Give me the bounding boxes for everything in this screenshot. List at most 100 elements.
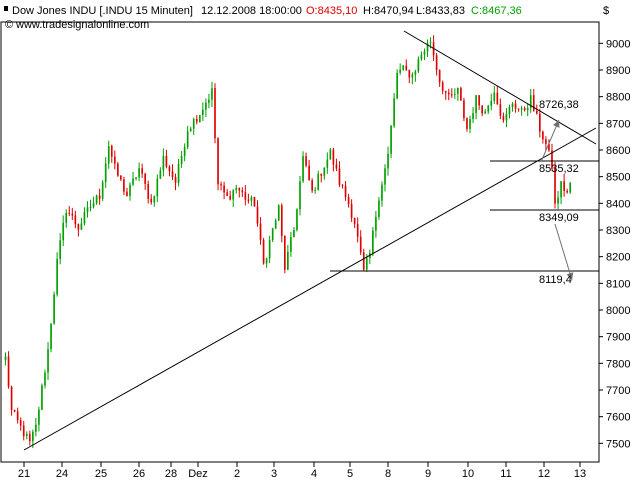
- candle-body: [83, 212, 86, 224]
- instrument-label: Dow Jones INDU [.INDU 15 Minuten]: [12, 5, 193, 17]
- candle-body: [305, 156, 307, 166]
- candle-body: [104, 163, 107, 183]
- candle-body: [59, 240, 61, 259]
- candle-body: [347, 197, 350, 205]
- y-tick-label: 8300: [606, 225, 630, 237]
- candle-body: [481, 105, 483, 114]
- candle-body: [302, 156, 304, 182]
- arrow-up-to-8726: [540, 119, 560, 163]
- candle-body: [22, 425, 25, 437]
- candle-body: [277, 205, 280, 221]
- y-tick-label: 7500: [606, 438, 630, 450]
- candle-body: [235, 187, 238, 191]
- candle-body: [457, 87, 459, 94]
- candle-body: [359, 236, 362, 253]
- candle-body: [77, 224, 80, 230]
- resistance-trendline: [403, 30, 597, 145]
- candle-body: [141, 168, 143, 174]
- candle-body: [50, 323, 52, 350]
- candle-body: [47, 349, 49, 373]
- x-tick-label: 21: [18, 468, 30, 480]
- candle-body: [265, 258, 268, 264]
- x-tick-label: 9: [425, 468, 431, 480]
- candle-body: [256, 206, 259, 224]
- close-value: C:8467,36: [471, 5, 522, 17]
- candle-body: [514, 103, 517, 109]
- candle-body: [335, 164, 338, 169]
- y-tick-label: 8400: [606, 198, 630, 210]
- candle-body: [74, 215, 77, 225]
- candle-body: [320, 173, 323, 176]
- candle-body: [472, 112, 474, 120]
- watermark-label: www.tradesignalonline.com: [15, 19, 149, 31]
- candle-body: [393, 98, 395, 126]
- candle-body: [44, 372, 46, 386]
- candle-body: [545, 139, 547, 144]
- candle-body: [147, 183, 150, 199]
- candle-body: [365, 258, 368, 270]
- candle-body: [241, 190, 244, 193]
- x-tick-label: 4: [311, 468, 317, 480]
- candle-body: [274, 220, 277, 229]
- candle-body: [86, 207, 89, 213]
- candle-body: [475, 95, 477, 113]
- level-annotation: 8119,4: [539, 274, 572, 286]
- candle-body: [353, 217, 356, 224]
- candle-body: [332, 149, 335, 165]
- y-tick-label: 8200: [606, 252, 630, 264]
- x-tick-label: 2: [234, 468, 240, 480]
- x-tick-label: 28: [165, 468, 177, 480]
- candle-body: [80, 223, 83, 230]
- candle-body: [408, 69, 411, 78]
- candle-body: [523, 108, 526, 111]
- candle-body: [441, 82, 444, 91]
- level-annotation: 8535,32: [539, 163, 579, 175]
- candle-body: [350, 204, 353, 218]
- candle-body: [326, 159, 329, 168]
- candle-body: [244, 192, 247, 200]
- candle-body: [435, 55, 438, 71]
- candle-body: [135, 177, 137, 179]
- candle-body: [520, 108, 523, 110]
- candle-body: [171, 171, 174, 178]
- candle-body: [223, 185, 225, 193]
- y-tick-label: 8000: [606, 305, 630, 317]
- candle-body: [95, 195, 98, 204]
- y-tick-label: 9000: [606, 38, 630, 50]
- candle-body: [532, 95, 535, 111]
- level-annotation: 8349,09: [539, 212, 579, 224]
- candle-body: [208, 99, 210, 103]
- candle-body: [226, 192, 228, 196]
- candle-body: [220, 184, 222, 186]
- candle-body: [232, 190, 235, 200]
- y-tick-label: 8800: [606, 92, 630, 104]
- y-axis: 7500 7600 7700 7800 7900 8000 8100 8200 8300 8400…: [599, 38, 630, 450]
- candle-body: [28, 433, 31, 442]
- candle-body: [560, 181, 562, 198]
- currency-label: $: [603, 5, 609, 17]
- candle-body: [329, 149, 332, 160]
- y-tick-label: 8900: [606, 65, 630, 77]
- y-tick-label: 7600: [606, 412, 630, 424]
- candle-body: [423, 51, 426, 55]
- candle-body: [138, 168, 140, 178]
- candle-body: [247, 199, 250, 201]
- candle-body: [189, 128, 192, 132]
- candle-body: [198, 114, 201, 122]
- candle-body: [117, 163, 119, 176]
- candle-body: [387, 153, 389, 169]
- candle-body: [484, 111, 487, 114]
- candle-body: [381, 184, 383, 201]
- candle-body: [499, 104, 502, 116]
- x-tick-label: 8: [385, 468, 391, 480]
- candle-body: [378, 200, 380, 217]
- candle-body: [180, 156, 183, 164]
- candle-body: [153, 196, 156, 203]
- candle-body: [159, 170, 162, 179]
- candle-body: [402, 65, 405, 70]
- candle-body: [411, 74, 414, 78]
- candle-body: [535, 110, 538, 114]
- candle-body: [150, 198, 153, 203]
- candle-body: [177, 163, 180, 183]
- candle-body: [290, 237, 292, 252]
